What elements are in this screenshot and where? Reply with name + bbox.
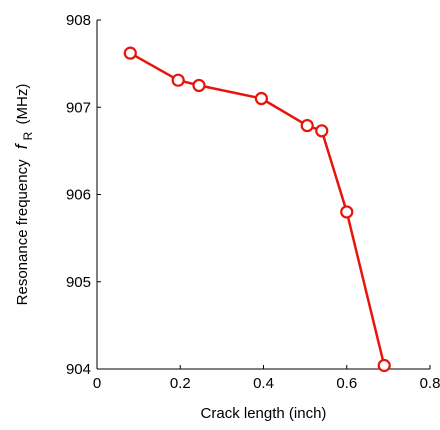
tick-labels: 0 0.2 0.4 0.6 0.8 904 905 906 907 908 bbox=[66, 12, 440, 392]
y-tick-label: 905 bbox=[66, 274, 91, 291]
data-point bbox=[123, 46, 137, 60]
y-tick-label: 904 bbox=[66, 361, 91, 378]
y-tick-label: 908 bbox=[66, 12, 91, 29]
y-tick-label: 906 bbox=[66, 187, 91, 204]
data-point bbox=[377, 358, 391, 373]
series bbox=[123, 46, 391, 373]
ticks bbox=[96, 19, 431, 370]
y-axis-label-prefix: Resonance frequency bbox=[14, 159, 31, 305]
y-tick-label: 907 bbox=[66, 99, 91, 116]
x-tick-label: 0.8 bbox=[420, 375, 440, 392]
data-point bbox=[300, 118, 314, 133]
axes bbox=[96, 20, 430, 370]
data-point bbox=[315, 124, 329, 138]
x-tick-label: 0 bbox=[93, 375, 101, 392]
y-axis-label-unit: (MHz) bbox=[14, 84, 31, 125]
y-axis-label-symbol: f bbox=[12, 142, 31, 149]
y-axis-label: Resonance frequency f R (MHz) bbox=[12, 84, 36, 306]
x-tick-label: 0.6 bbox=[336, 375, 357, 392]
x-axis-label: Crack length (inch) bbox=[201, 405, 327, 422]
x-tick-label: 0.4 bbox=[253, 375, 274, 392]
data-point bbox=[254, 91, 269, 106]
data-point bbox=[192, 78, 206, 93]
data-point bbox=[171, 73, 185, 87]
y-axis-label-subscript: R bbox=[21, 131, 35, 140]
x-tick-label: 0.2 bbox=[170, 375, 191, 392]
data-point bbox=[340, 205, 354, 219]
